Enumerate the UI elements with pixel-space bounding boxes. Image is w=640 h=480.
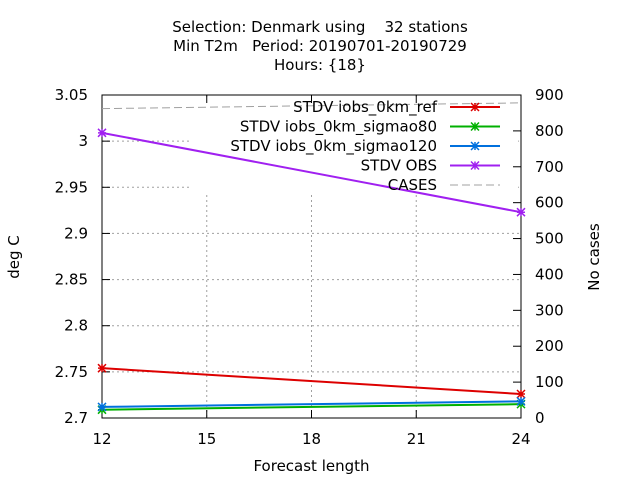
y-tick-label: 3 [78, 132, 88, 150]
y2-axis-label: No cases [585, 223, 603, 291]
y-axis-label: deg C [5, 235, 23, 279]
legend-label-1: STDV iobs_0km_sigmao80 [240, 118, 437, 137]
legend-label-2: STDV iobs_0km_sigmao120 [230, 137, 437, 156]
series-point-0 [516, 389, 526, 399]
y-tick-label: 2.7 [64, 409, 88, 427]
series-point-2 [516, 396, 526, 406]
y2-tick-label: 800 [535, 122, 564, 140]
y2-tick-label: 500 [535, 230, 564, 248]
y2-tick-label: 700 [535, 158, 564, 176]
x-tick-label: 24 [511, 430, 530, 448]
legend-label-4: CASES [388, 176, 437, 194]
x-tick-label: 12 [92, 430, 111, 448]
legend-marker-3 [470, 160, 480, 171]
chart-title-line-2: Min T2m Period: 20190701-20190729 [173, 37, 467, 55]
y2-tick-label: 400 [535, 265, 564, 283]
y-tick-label: 2.9 [64, 224, 88, 242]
y-tick-label: 2.8 [64, 317, 88, 335]
y2-tick-label: 600 [535, 194, 564, 212]
series-line-0 [101, 367, 522, 396]
chart-title-line-1: Selection: Denmark using 32 stations [172, 18, 468, 36]
legend-marker-1 [470, 121, 480, 132]
y2-tick-label: 300 [535, 301, 564, 319]
y-tick-label: 3.05 [55, 86, 88, 104]
series-point-3 [516, 207, 526, 217]
x-axis-label: Forecast length [253, 457, 369, 475]
x-tick-label: 18 [302, 430, 321, 448]
x-tick-label: 15 [197, 430, 216, 448]
legend-label-0: STDV iobs_0km_ref [293, 98, 438, 117]
series-line-4 [101, 102, 522, 110]
y2-tick-label: 900 [535, 86, 564, 104]
series-line-2 [101, 400, 522, 408]
y-tick-label: 2.85 [55, 271, 88, 289]
series-point-3 [97, 128, 107, 138]
series-point-2 [97, 402, 107, 412]
x-tick-label: 21 [407, 430, 426, 448]
y2-tick-label: 100 [535, 373, 564, 391]
series-line-3 [101, 131, 522, 214]
series-point-0 [97, 363, 107, 373]
chart-title-line-3: Hours: {18} [274, 56, 366, 74]
series-line-1 [101, 403, 522, 411]
y-tick-label: 2.95 [55, 178, 88, 196]
legend-marker-2 [470, 141, 480, 151]
y2-tick-label: 200 [535, 337, 564, 355]
legend-marker-0 [470, 102, 480, 112]
y2-tick-label: 0 [535, 409, 545, 427]
legend-label-3: STDV OBS [361, 157, 437, 175]
y-tick-label: 2.75 [55, 363, 88, 381]
